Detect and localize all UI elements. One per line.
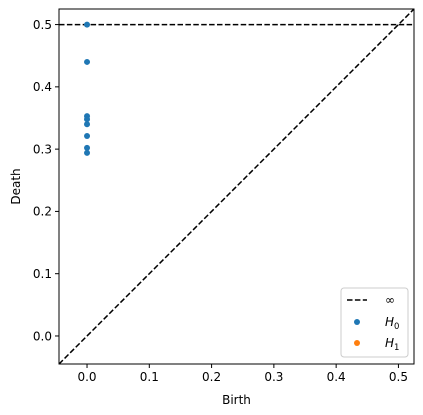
x-tick-label: 0.5	[389, 370, 408, 384]
diagonal-line	[59, 9, 414, 364]
legend-box	[340, 287, 409, 358]
legend: ∞ H0 H1	[340, 287, 409, 358]
y-axis-label: Death	[9, 168, 23, 204]
legend-h0-sub: 0	[394, 322, 399, 332]
legend-infinity-label: ∞	[385, 293, 395, 307]
legend-h1-label: H1	[385, 336, 399, 353]
x-axis-label: Birth	[222, 393, 251, 407]
y-tick-label: 0.2	[33, 205, 52, 219]
x-tick-label: 0.3	[264, 370, 283, 384]
data-point-h0	[84, 144, 91, 151]
data-point-h0	[84, 21, 91, 28]
y-tick-label: 0.1	[33, 267, 52, 281]
x-tick-label: 0.1	[140, 370, 159, 384]
x-axis-ticks: 0.0 0.1 0.2 0.3 0.4 0.5	[77, 364, 408, 384]
data-point-h0	[84, 116, 91, 123]
legend-h1-swatch	[354, 340, 360, 346]
data-point-h0	[84, 133, 91, 140]
legend-h1-main: H	[385, 336, 394, 350]
x-tick-label: 0.4	[327, 370, 346, 384]
y-tick-label: 0.0	[33, 329, 52, 343]
data-point-h0	[84, 149, 91, 156]
y-tick-label: 0.5	[33, 18, 52, 32]
axes-frame	[58, 8, 415, 365]
x-tick-label: 0.2	[202, 370, 221, 384]
plot-content	[59, 9, 414, 364]
legend-h0-swatch	[354, 319, 360, 325]
x-tick-label: 0.0	[77, 370, 96, 384]
legend-h0-main: H	[385, 315, 394, 329]
y-tick-label: 0.3	[33, 142, 52, 156]
data-point-h0	[84, 58, 91, 65]
data-point-h0	[84, 121, 91, 128]
legend-h0-label: H0	[385, 315, 399, 332]
y-axis-ticks: 0.0 0.1 0.2 0.3 0.4 0.5	[33, 18, 59, 343]
y-tick-label: 0.4	[33, 80, 52, 94]
legend-h1-sub: 1	[394, 343, 399, 353]
